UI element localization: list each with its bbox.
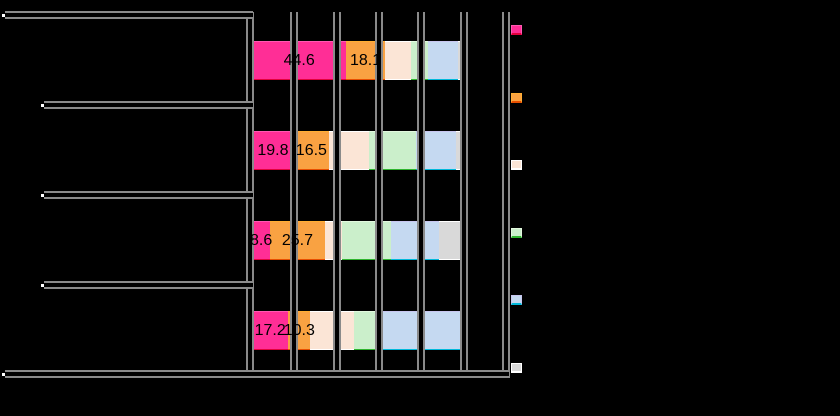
data-label: 19.8 [257,141,289,159]
bar-segment [428,41,459,80]
bar-segment [391,221,439,260]
bar-segment [293,131,329,170]
data-label: 44.6 [283,51,315,69]
gridline [502,11,510,378]
category-separator [5,11,253,19]
category-separator [44,281,253,289]
bar-segment [384,41,411,80]
gridline [332,11,341,378]
bar-segment [252,131,294,170]
bar-segment [438,221,464,260]
separator-end-cap [41,194,44,197]
gridline [417,11,426,378]
gridline [290,11,299,378]
legend-swatch [511,160,522,171]
legend-swatch [511,363,522,373]
data-label: 17.2 [254,321,286,339]
data-label: 18.1 [349,51,382,69]
separator-end-cap [41,104,44,107]
data-label: 25.7 [281,231,313,249]
separator-end-cap [41,284,44,287]
value-axis [5,370,509,378]
axis-end-cap [2,373,5,376]
data-label: 16.5 [295,141,327,159]
bar-segment [341,221,392,260]
bar-segment [252,221,271,260]
separator-end-cap [2,14,5,17]
gridline [459,11,468,378]
bar-segment [354,311,377,350]
bar-segment [252,311,289,350]
category-separator [44,101,253,109]
category-separator [44,191,253,199]
legend-swatch [511,25,522,35]
legend-swatch [511,295,522,306]
data-label: 10.3 [283,321,315,339]
gridline [375,11,383,378]
bar-segment [310,311,355,350]
legend-swatch [511,92,522,103]
legend-swatch [511,227,522,238]
data-label: 8.6 [249,231,273,249]
bar-segment [252,41,347,80]
